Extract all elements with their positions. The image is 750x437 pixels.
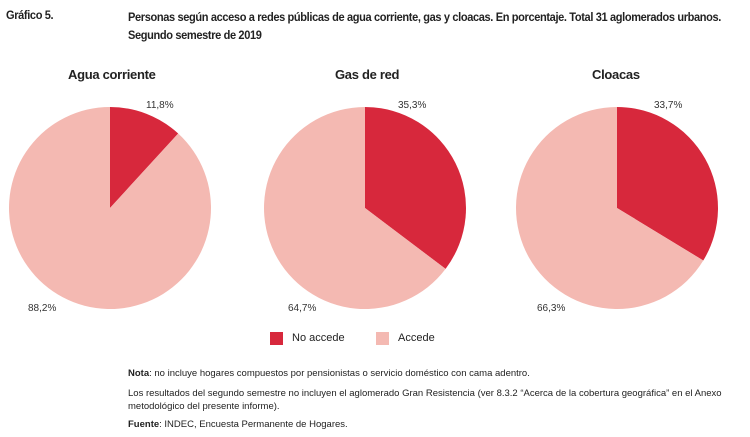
data-label: 35,3% bbox=[398, 100, 427, 111]
note: Nota: no incluye hogares compuestos por … bbox=[128, 367, 530, 380]
legend-label-no-accede: No accede bbox=[292, 332, 345, 344]
source-label: Fuente bbox=[128, 419, 160, 430]
pie-slice-accede bbox=[8, 106, 211, 309]
data-label: 33,7% bbox=[654, 100, 683, 111]
data-label: 88,2% bbox=[28, 303, 57, 314]
pie-title-cloacas: Cloacas bbox=[592, 67, 640, 82]
pie-slice-no-accede bbox=[365, 107, 467, 269]
pie-slice-accede bbox=[264, 107, 446, 309]
pie-title-agua: Agua corriente bbox=[68, 67, 156, 82]
pie-slice-accede bbox=[516, 107, 704, 309]
note-label: Nota bbox=[128, 368, 150, 379]
pie-slice-no-accede bbox=[617, 107, 719, 261]
source-text: : INDEC, Encuesta Permanente de Hogares. bbox=[159, 419, 348, 430]
figure-label: Gráfico 5. bbox=[6, 8, 54, 22]
legend-label-accede: Accede bbox=[398, 332, 435, 344]
data-label: 66,3% bbox=[537, 303, 566, 314]
pie-title-gas: Gas de red bbox=[335, 67, 400, 82]
pie-slice-no-accede bbox=[110, 107, 179, 208]
legend-swatch-no-accede bbox=[270, 332, 283, 345]
source: Fuente: INDEC, Encuesta Permanente de Ho… bbox=[128, 418, 348, 431]
chart-title: Personas según acceso a redes públicas d… bbox=[128, 10, 722, 42]
note-line2: Los resultados del segundo semestre no i… bbox=[128, 388, 722, 412]
legend-swatch-accede bbox=[376, 332, 389, 345]
data-label: 11,8% bbox=[146, 100, 174, 111]
note-text: : no incluye hogares compuestos por pens… bbox=[149, 368, 530, 379]
data-label: 64,7% bbox=[288, 303, 317, 314]
